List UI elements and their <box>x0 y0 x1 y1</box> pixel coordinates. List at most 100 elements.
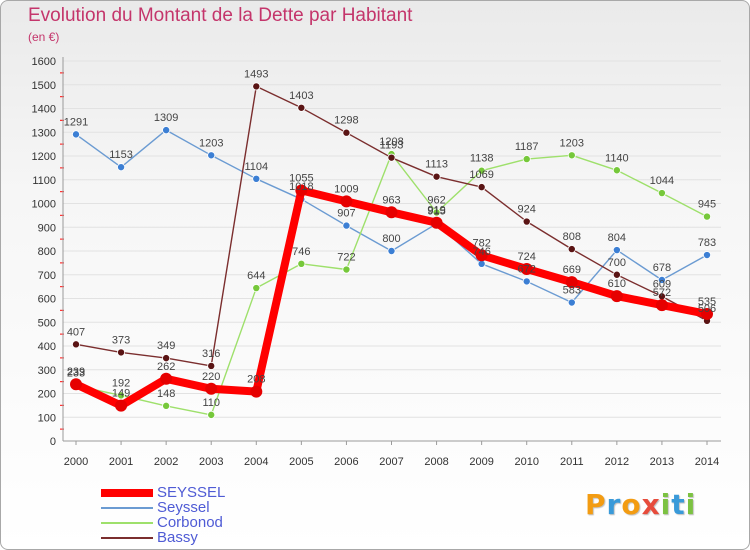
data-point <box>522 277 531 286</box>
logo-letter: o <box>621 488 642 521</box>
data-point <box>565 276 578 289</box>
proxiti-logo: Proxiti <box>585 488 696 521</box>
chart-title: Evolution du Montant de la Dette par Hab… <box>28 5 413 26</box>
legend-item-corbonod: Corbonod <box>101 515 225 530</box>
y-tick-label: 100 <box>38 412 56 424</box>
logo-letter: x <box>641 488 661 521</box>
data-point <box>610 290 623 303</box>
data-label: 373 <box>112 334 130 346</box>
data-point <box>250 385 263 398</box>
legend-label: Seyssel <box>157 499 210 516</box>
data-label: 1193 <box>380 140 404 152</box>
data-label: 804 <box>608 232 626 244</box>
data-label: 962 <box>427 195 445 207</box>
x-tick-label: 2008 <box>424 456 448 468</box>
data-label: 907 <box>337 208 355 220</box>
data-point <box>207 151 216 160</box>
y-tick-label: 1500 <box>32 80 56 92</box>
data-point <box>477 166 486 175</box>
data-label: 1138 <box>470 153 494 165</box>
data-label: 924 <box>518 204 536 216</box>
data-label: 644 <box>247 270 265 282</box>
y-tick-label: 1300 <box>32 127 56 139</box>
data-label: 1298 <box>334 115 358 127</box>
data-label: 722 <box>337 252 355 264</box>
y-tick-label: 600 <box>38 294 56 306</box>
y-tick-label: 700 <box>38 270 56 282</box>
data-label: 407 <box>67 326 85 338</box>
x-tick-label: 2003 <box>199 456 223 468</box>
data-label: 1208 <box>379 136 403 148</box>
y-tick-label: 1200 <box>32 151 56 163</box>
data-label: 316 <box>202 348 220 360</box>
y-tick-label: 500 <box>38 317 56 329</box>
data-point <box>387 153 396 162</box>
x-tick-label: 2012 <box>605 456 629 468</box>
data-point <box>703 251 712 260</box>
data-point <box>475 249 488 262</box>
data-point <box>612 246 621 255</box>
data-point <box>477 259 486 268</box>
y-tick-label: 1000 <box>32 199 56 211</box>
data-label: 110 <box>202 397 220 409</box>
x-tick-label: 2001 <box>109 456 133 468</box>
legend-label: SEYSSEL <box>157 484 226 501</box>
y-tick-label: 800 <box>38 246 56 258</box>
data-label: 672 <box>518 263 536 275</box>
data-label: 1018 <box>289 181 313 193</box>
data-label: 669 <box>563 264 581 276</box>
data-point <box>657 189 666 198</box>
data-label: 572 <box>653 287 671 299</box>
data-point <box>117 348 126 357</box>
x-tick-label: 2009 <box>469 456 493 468</box>
data-point <box>522 217 531 226</box>
data-label: 1140 <box>605 152 629 164</box>
y-tick-label: 1100 <box>32 175 56 187</box>
data-label: 919 <box>427 205 445 217</box>
data-label: 148 <box>157 388 175 400</box>
legend-label: Corbonod <box>157 514 223 531</box>
data-point <box>205 382 218 395</box>
data-label: 1069 <box>469 169 493 181</box>
data-label: 220 <box>202 371 220 383</box>
x-tick-label: 2014 <box>695 456 719 468</box>
data-point <box>297 259 306 268</box>
data-label: 678 <box>653 262 671 274</box>
data-label: 700 <box>608 257 626 269</box>
legend-swatch <box>101 506 153 509</box>
legend-label: Bassy <box>157 529 198 546</box>
data-point <box>115 399 128 412</box>
data-label: 1403 <box>289 90 313 102</box>
data-point <box>387 246 396 255</box>
data-point <box>430 216 443 229</box>
data-point <box>567 245 576 254</box>
data-point <box>567 298 576 307</box>
data-label: 610 <box>608 278 626 290</box>
chart-subtitle: (en €) <box>28 30 60 44</box>
y-tick-label: 1400 <box>32 104 56 116</box>
data-label: 1113 <box>425 159 448 171</box>
data-label: 1055 <box>289 172 313 184</box>
data-point <box>522 155 531 164</box>
y-tick-label: 400 <box>38 341 56 353</box>
data-label: 1153 <box>109 149 133 161</box>
x-tick-label: 2007 <box>379 456 403 468</box>
data-label: 535 <box>698 296 716 308</box>
data-point <box>160 372 173 385</box>
x-tick-label: 2013 <box>650 456 674 468</box>
data-point <box>252 284 261 293</box>
data-point <box>162 126 171 135</box>
data-label: 262 <box>157 361 175 373</box>
logo-letter: r <box>606 488 622 521</box>
data-label: 1009 <box>334 183 358 195</box>
axes-layer: 0 100 200 300 400 500 600 700 800 900 1000 1100 1200… <box>32 56 721 468</box>
data-label: 1493 <box>244 68 268 80</box>
data-point <box>567 151 576 160</box>
data-label: 506 <box>698 303 716 315</box>
data-point <box>342 221 351 230</box>
data-label: 945 <box>698 199 716 211</box>
data-point <box>252 82 261 91</box>
x-tick-label: 2006 <box>334 456 358 468</box>
x-tick-label: 2004 <box>244 456 268 468</box>
